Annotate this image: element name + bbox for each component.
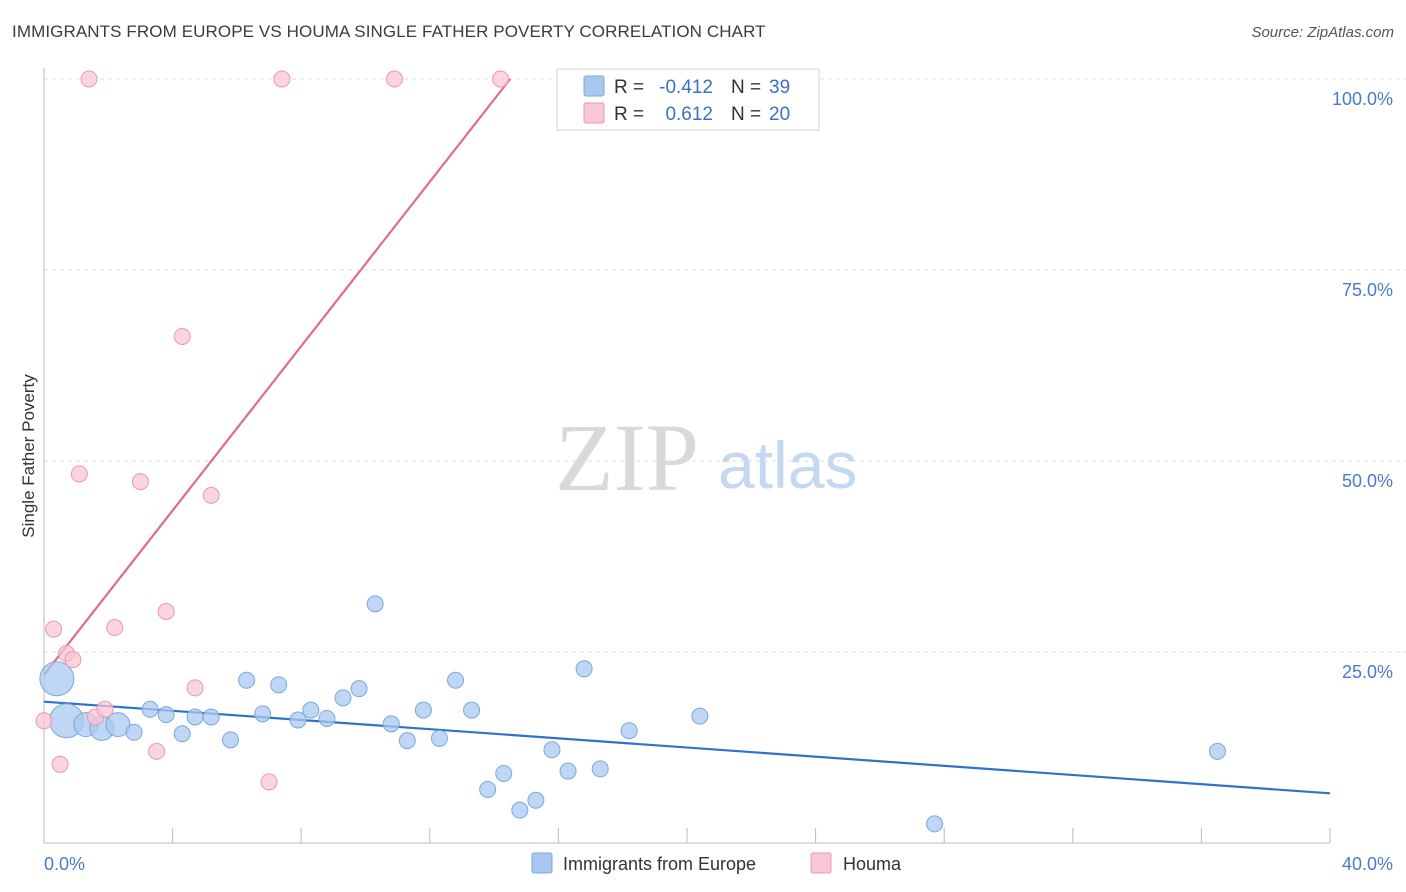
point-europe-35 <box>620 722 638 740</box>
point-europe-21 <box>382 715 400 733</box>
point-europe-4 <box>105 712 131 738</box>
point-europe-37 <box>926 815 944 833</box>
point-europe-17 <box>318 709 336 727</box>
chart-title: IMMIGRANTS FROM EUROPE VS HOUMA SINGLE F… <box>12 22 766 41</box>
point-houma-17 <box>273 70 291 88</box>
point-houma-4 <box>64 651 82 669</box>
grid-layer <box>44 78 1406 653</box>
legend-r-value-houma: 0.612 <box>665 104 713 125</box>
point-europe-24 <box>430 729 448 747</box>
point-houma-10 <box>131 473 149 491</box>
bottom-legend-swatch-houma <box>810 852 832 874</box>
point-europe-29 <box>511 801 529 819</box>
point-europe-15 <box>289 711 307 729</box>
chart-source: Source: ZipAtlas.com <box>1251 24 1394 41</box>
point-houma-1 <box>45 620 63 638</box>
point-europe-20 <box>366 595 384 613</box>
watermark-zip: ZIP <box>555 404 699 511</box>
point-houma-15 <box>202 486 220 504</box>
point-europe-19 <box>350 680 368 698</box>
legend-n-label-europe: N = <box>731 77 761 98</box>
point-europe-23 <box>414 701 432 719</box>
points-layer <box>35 70 1226 833</box>
point-houma-9 <box>106 619 124 637</box>
point-europe-5 <box>125 723 143 741</box>
point-europe-25 <box>447 671 465 689</box>
point-europe-7 <box>157 706 175 724</box>
point-europe-9 <box>186 708 204 726</box>
x-tick-label-max: 40.0% <box>1342 854 1393 874</box>
point-europe-22 <box>398 732 416 750</box>
point-europe-27 <box>479 781 497 799</box>
point-europe-13 <box>254 705 272 723</box>
y-tick-label-100: 100.0% <box>1332 89 1393 109</box>
trend-line-europe <box>43 700 1331 795</box>
legend-n-label-houma: N = <box>731 104 761 125</box>
point-europe-14 <box>270 676 288 694</box>
legend-swatch-europe <box>583 75 605 97</box>
point-europe-6 <box>141 700 159 718</box>
point-houma-12 <box>157 603 175 621</box>
legend-r-label-houma: R = <box>614 104 644 125</box>
legend-r-label-europe: R = <box>614 77 644 98</box>
series-legend: Immigrants from Europe Houma <box>531 852 902 874</box>
point-europe-32 <box>559 762 577 780</box>
point-houma-16 <box>260 773 278 791</box>
y-tick-label-75: 75.0% <box>1342 280 1393 300</box>
legend-n-value-houma: 20 <box>769 104 790 125</box>
bottom-legend-label-houma: Houma <box>843 854 902 874</box>
point-europe-34 <box>591 760 609 778</box>
point-europe-0 <box>39 661 75 697</box>
point-europe-30 <box>527 791 545 809</box>
point-europe-16 <box>302 701 320 719</box>
point-europe-36 <box>691 707 709 725</box>
stats-legend: R = -0.412 N = 39 R = 0.612 N = 20 <box>556 68 820 131</box>
point-europe-28 <box>495 764 513 782</box>
bottom-legend-swatch-europe <box>531 852 553 874</box>
watermark-atlas: atlas <box>718 428 857 502</box>
point-houma-11 <box>148 742 166 760</box>
legend-swatch-houma <box>583 102 605 124</box>
point-europe-38 <box>1208 742 1226 760</box>
point-houma-18 <box>385 70 403 88</box>
point-houma-0 <box>35 712 53 730</box>
point-europe-12 <box>238 671 256 689</box>
legend-r-value-europe: -0.412 <box>659 77 713 98</box>
point-europe-33 <box>575 660 593 678</box>
point-houma-5 <box>70 465 88 483</box>
point-houma-6 <box>80 70 98 88</box>
point-houma-2 <box>51 755 69 773</box>
point-europe-18 <box>334 689 352 707</box>
point-europe-31 <box>543 741 561 759</box>
point-europe-10 <box>202 708 220 726</box>
bottom-legend-label-europe: Immigrants from Europe <box>563 854 756 874</box>
x-tick-label-min: 0.0% <box>44 854 85 874</box>
point-houma-19 <box>492 70 510 88</box>
point-europe-8 <box>173 725 191 743</box>
trend-line-houma <box>43 78 512 676</box>
point-houma-14 <box>186 679 204 697</box>
y-tick-label-50: 50.0% <box>1342 471 1393 491</box>
point-europe-11 <box>221 731 239 749</box>
y-tick-label-25: 25.0% <box>1342 662 1393 682</box>
point-houma-13 <box>173 327 191 345</box>
point-houma-8 <box>96 700 114 718</box>
legend-n-value-europe: 39 <box>769 77 790 98</box>
point-europe-26 <box>463 701 481 719</box>
y-axis-title: Single Father Poverty <box>19 374 38 538</box>
